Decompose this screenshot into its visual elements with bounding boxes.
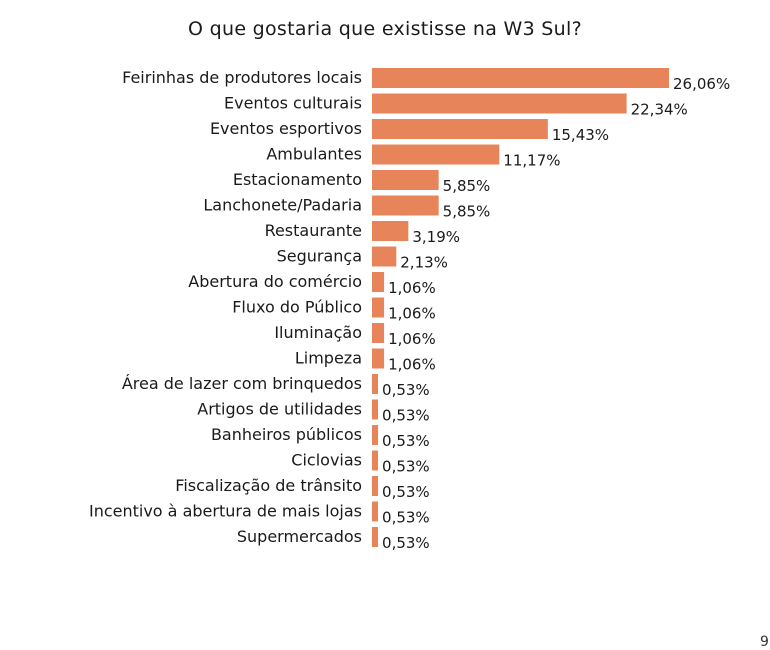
bar <box>372 425 379 445</box>
category-label: Fiscalização de trânsito <box>175 476 362 495</box>
value-label: 15,43% <box>552 126 609 144</box>
value-label: 0,53% <box>382 458 430 476</box>
bar <box>372 348 385 369</box>
value-label: 11,17% <box>503 152 560 170</box>
category-label: Lanchonete/Padaria <box>203 196 362 215</box>
value-label: 3,19% <box>412 228 460 246</box>
value-label: 5,85% <box>443 203 491 221</box>
category-label: Ciclovias <box>291 451 362 470</box>
bar <box>372 246 397 267</box>
category-label: Banheiros públicos <box>211 425 362 444</box>
value-label: 0,53% <box>382 407 430 425</box>
bar <box>372 144 500 165</box>
value-label: 1,06% <box>388 356 436 374</box>
bar <box>372 501 379 522</box>
page-number: 9 <box>760 634 769 650</box>
category-label: Eventos culturais <box>224 94 362 113</box>
value-label: 2,13% <box>400 254 448 272</box>
category-label: Eventos esportivos <box>210 119 362 138</box>
value-label: 5,85% <box>443 177 491 195</box>
value-label: 0,53% <box>382 534 430 552</box>
bar <box>372 399 379 420</box>
category-label: Área de lazer com brinquedos <box>122 374 362 393</box>
bar <box>372 221 409 241</box>
category-label: Fluxo do Público <box>232 298 362 317</box>
value-label: 1,06% <box>388 305 436 323</box>
bar <box>372 170 439 190</box>
bar <box>372 272 385 292</box>
bar <box>372 323 385 343</box>
category-label: Limpeza <box>295 349 362 368</box>
bar <box>372 93 627 114</box>
bar <box>372 195 439 216</box>
bar <box>372 68 669 88</box>
category-label: Segurança <box>277 247 362 266</box>
value-label: 0,53% <box>382 381 430 399</box>
value-label: 22,34% <box>631 101 688 119</box>
category-label: Abertura do comércio <box>188 272 362 291</box>
value-label: 1,06% <box>388 330 436 348</box>
category-label: Estacionamento <box>233 170 362 189</box>
category-label: Incentivo à abertura de mais lojas <box>89 502 362 521</box>
category-label: Ambulantes <box>266 145 362 164</box>
bar <box>372 450 379 471</box>
value-label: 26,06% <box>673 75 730 93</box>
value-label: 0,53% <box>382 509 430 527</box>
value-label: 0,53% <box>382 432 430 450</box>
value-label: 1,06% <box>388 279 436 297</box>
bar <box>372 119 548 139</box>
category-label: Restaurante <box>265 221 362 240</box>
bar <box>372 527 379 547</box>
category-label: Iluminação <box>274 323 362 342</box>
bar <box>372 297 385 318</box>
category-label: Artigos de utilidades <box>197 400 362 419</box>
category-label: Supermercados <box>237 527 362 546</box>
value-label: 0,53% <box>382 483 430 501</box>
category-label: Feirinhas de produtores locais <box>122 68 362 87</box>
bar <box>372 476 379 496</box>
bar <box>372 374 379 394</box>
chart-title: O que gostaria que existisse na W3 Sul? <box>188 18 582 40</box>
